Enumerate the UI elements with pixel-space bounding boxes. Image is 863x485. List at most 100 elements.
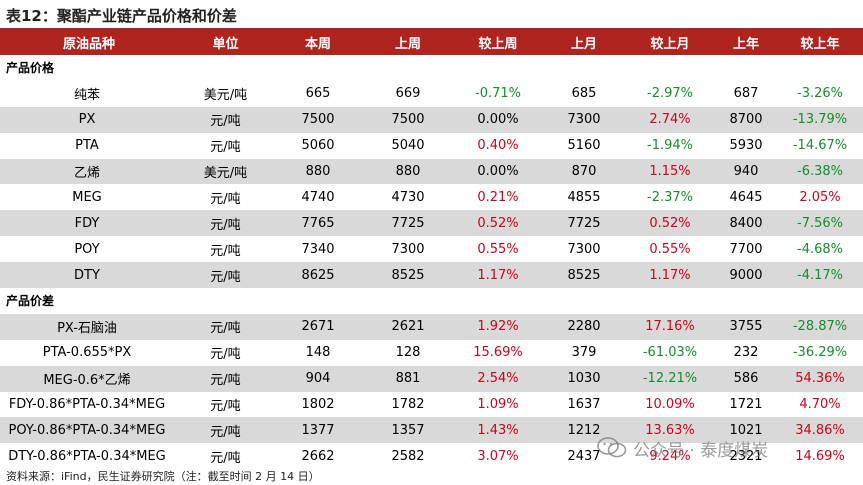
cell-last-year: 7700: [729, 241, 763, 257]
cell-yoy: -7.56%: [777, 210, 863, 237]
cell-last-year: 3755: [715, 313, 777, 340]
cell-this-week: 2671: [273, 313, 363, 340]
cell-this-week: 665: [305, 86, 331, 102]
table-header: 原油品种 单位 本周 上周 较上周 上月 较上月 上年 较上年: [0, 30, 863, 55]
watermark-text: 公众号 · 泰度煤炭: [633, 440, 769, 461]
table-row: PTA-0.655*PX 元/吨 148 128 15.69% 379 -61.03% 232…: [0, 340, 863, 366]
table-row: POY 元/吨 7340 7300 0.55% 7300 0.55% 7700 -4.68%: [0, 236, 863, 262]
cell-name: MEG: [72, 189, 102, 205]
cell-name: POY: [74, 241, 100, 257]
cell-last-month: 2437: [567, 448, 601, 464]
cell-yoy: -14.67%: [792, 138, 848, 154]
cell-name: MEG-0.6*乙烯: [0, 365, 178, 392]
cell-last-week: 7500: [363, 106, 453, 133]
cell-wow: 1.09%: [477, 397, 519, 413]
cell-yoy: -4.17%: [777, 262, 863, 289]
table-row: PX 元/吨 7500 7500 0.00% 7300 2.74% 8700 -13.79%: [0, 106, 863, 133]
header-wow: 较上周: [453, 30, 543, 55]
table-row: 乙烯 美元/吨 880 880 0.00% 870 1.15% 940 -6.38%: [0, 158, 863, 185]
cell-wow: -0.71%: [475, 86, 521, 102]
cell-yoy: -28.87%: [777, 313, 863, 340]
table-row: POY-0.86*PTA-0.34*MEG 元/吨 1377 1357 1.43% 121…: [0, 417, 863, 444]
cell-name: 乙烯: [0, 158, 178, 185]
cell-last-week: 128: [395, 345, 421, 361]
price-table: 原油品种 单位 本周 上周 较上周 上月 较上月 上年 较上年 产品价格 纯苯 美元…: [0, 30, 863, 469]
cell-wow: 0.40%: [477, 138, 519, 154]
cell-wow: 1.43%: [453, 417, 543, 444]
cell-last-week: 7725: [363, 210, 453, 237]
cell-last-week: 881: [363, 365, 453, 392]
cell-this-week: 1377: [273, 417, 363, 444]
cell-wow: 0.21%: [477, 189, 519, 205]
cell-last-week: 8525: [363, 262, 453, 289]
cell-mom: 10.09%: [645, 397, 695, 413]
cell-last-year: 940: [715, 158, 777, 185]
cell-mom: 17.16%: [625, 313, 715, 340]
cell-last-month: 4855: [567, 189, 601, 205]
table-row: DTY 元/吨 8625 8525 1.17% 8525 1.17% 9000 -4.17%: [0, 262, 863, 289]
cell-yoy: 14.69%: [795, 448, 845, 464]
cell-yoy: 54.36%: [777, 365, 863, 392]
cell-last-week: 4730: [391, 189, 425, 205]
cell-unit: 元/吨: [210, 191, 241, 207]
table-row: PTA 元/吨 5060 5040 0.40% 5160 -1.94% 5930 -14.67%: [0, 133, 863, 159]
cell-unit: 元/吨: [178, 262, 273, 289]
cell-last-month: 2280: [543, 313, 625, 340]
cell-last-month: 7725: [543, 210, 625, 237]
section-header: 产品价差: [0, 288, 863, 314]
cell-unit: 元/吨: [210, 450, 241, 466]
cell-wow: 0.52%: [453, 210, 543, 237]
cell-last-week: 2621: [363, 313, 453, 340]
cell-wow: 2.54%: [453, 365, 543, 392]
cell-last-week: 880: [363, 158, 453, 185]
cell-this-week: 880: [273, 158, 363, 185]
cell-name: PTA-0.655*PX: [42, 345, 132, 361]
cell-last-year: 687: [733, 86, 759, 102]
cell-wow: 15.69%: [473, 345, 523, 361]
cell-last-year: 1721: [729, 397, 763, 413]
cell-this-week: 7765: [273, 210, 363, 237]
cell-mom: 9.24%: [649, 448, 691, 464]
section-header: 产品价格: [0, 55, 863, 81]
cell-last-year: 1021: [715, 417, 777, 444]
cell-wow: 0.00%: [453, 106, 543, 133]
table-row: 纯苯 美元/吨 665 669 -0.71% 685 -2.97% 687 -3.26%: [0, 81, 863, 107]
cell-mom: 1.15%: [625, 158, 715, 185]
cell-yoy: 34.86%: [777, 417, 863, 444]
cell-mom: 0.55%: [649, 241, 691, 257]
cell-last-month: 1637: [567, 397, 601, 413]
cell-last-week: 1357: [363, 417, 453, 444]
cell-wow: 0.00%: [453, 158, 543, 185]
cell-this-week: 5060: [301, 138, 335, 154]
cell-yoy: -4.68%: [797, 241, 843, 257]
cell-mom: -12.21%: [625, 365, 715, 392]
cell-last-week: 7300: [391, 241, 425, 257]
section-label: 产品价格: [6, 61, 55, 76]
cell-yoy: -3.26%: [797, 86, 843, 102]
cell-last-week: 1782: [391, 397, 425, 413]
cell-mom: 13.63%: [625, 417, 715, 444]
table-row: FDY-0.86*PTA-0.34*MEG 元/吨 1802 1782 1.09% 163…: [0, 392, 863, 418]
table-title: 表12：聚酯产业链产品价格和价差: [6, 7, 237, 25]
header-last-year: 上年: [715, 30, 777, 55]
cell-mom: -61.03%: [642, 345, 698, 361]
cell-last-year: 9000: [715, 262, 777, 289]
table-row: MEG-0.6*乙烯 元/吨 904 881 2.54% 1030 -12.21% 586 54…: [0, 365, 863, 392]
cell-mom: -1.94%: [647, 138, 693, 154]
cell-name: PX-石脑油: [0, 313, 178, 340]
cell-name: POY-0.86*PTA-0.34*MEG: [0, 417, 178, 444]
table-row: PX-石脑油 元/吨 2671 2621 1.92% 2280 17.16% 3755 -28.…: [0, 313, 863, 340]
header-last-month: 上月: [543, 30, 625, 55]
cell-mom: 0.52%: [625, 210, 715, 237]
cell-this-week: 2662: [301, 448, 335, 464]
cell-last-month: 7300: [567, 241, 601, 257]
header-last-week: 上周: [363, 30, 453, 55]
cell-unit: 元/吨: [178, 106, 273, 133]
cell-last-year: 2321: [729, 448, 763, 464]
cell-last-week: 669: [395, 86, 421, 102]
cell-mom: -2.37%: [647, 189, 693, 205]
table-body: 产品价格 纯苯 美元/吨 665 669 -0.71% 685 -2.97% 687 -3.26%…: [0, 55, 863, 469]
cell-wow: 0.55%: [477, 241, 519, 257]
cell-unit: 美元/吨: [178, 158, 273, 185]
cell-this-week: 7500: [273, 106, 363, 133]
